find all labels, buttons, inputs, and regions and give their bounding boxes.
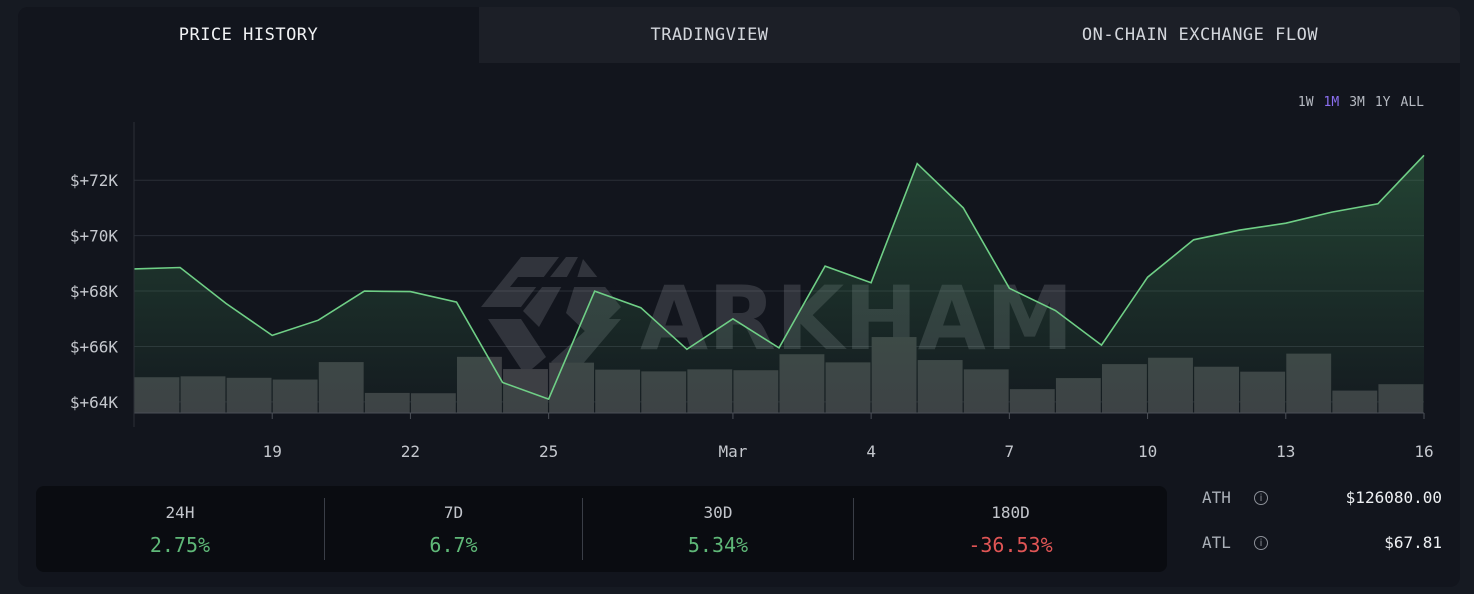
x-tick-label: 16: [1414, 442, 1433, 461]
stat-180d-value: -36.53%: [968, 533, 1053, 557]
ath-value: $126080.00: [1345, 488, 1442, 507]
stat-24h-label: 24H: [165, 503, 195, 522]
stat-24h-value: 2.75%: [149, 533, 211, 557]
stat-30d-value: 5.34%: [687, 533, 749, 557]
atl-value: $67.81: [1384, 533, 1442, 552]
price-panel: PRICE HISTORY TRADINGVIEW ON-CHAIN EXCHA…: [18, 7, 1460, 587]
x-tick-label: 4: [866, 442, 876, 461]
price-line: [133, 154, 1425, 401]
performance-stats: 24H 2.75% 7D 6.7% 30D 5.34% 180D -36.53%: [36, 486, 1167, 572]
stat-divider: [853, 498, 854, 560]
stat-24h: 24H 2.75%: [36, 486, 324, 572]
y-tick-label: $+66K: [70, 337, 119, 356]
x-tick-label: 7: [1005, 442, 1015, 461]
y-tick-label: $+72K: [70, 171, 119, 190]
stat-30d-label: 30D: [703, 503, 733, 522]
tab-price-history[interactable]: PRICE HISTORY: [18, 7, 479, 63]
stat-30d: 30D 5.34%: [583, 486, 853, 572]
tab-bar: PRICE HISTORY TRADINGVIEW ON-CHAIN EXCHA…: [18, 7, 1460, 63]
range-1y[interactable]: 1Y: [1374, 95, 1391, 110]
x-tick-label: 19: [263, 442, 282, 461]
stat-7d-value: 6.7%: [429, 533, 478, 557]
stat-divider: [324, 498, 325, 560]
stat-180d: 180D -36.53%: [854, 486, 1167, 572]
x-axis-ticks: 19 22 25 Mar 4 7 10 13 16: [263, 413, 1434, 461]
x-tick-label: 13: [1276, 442, 1295, 461]
stat-divider: [582, 498, 583, 560]
ath-label: ATH: [1202, 488, 1231, 507]
atl-row: ATL i $67.81: [1202, 533, 1442, 557]
tab-tradingview[interactable]: TRADINGVIEW: [479, 7, 940, 63]
x-tick-label: 22: [401, 442, 420, 461]
atl-label: ATL: [1202, 533, 1231, 552]
info-icon[interactable]: i: [1254, 536, 1268, 550]
range-1w[interactable]: 1W: [1297, 95, 1314, 110]
x-tick-label: Mar: [718, 442, 747, 461]
time-range-selector: 1W 1M 3M 1Y ALL: [1298, 95, 1424, 110]
info-icon[interactable]: i: [1254, 491, 1268, 505]
range-1m[interactable]: 1M: [1323, 95, 1340, 110]
y-tick-label: $+70K: [70, 227, 119, 246]
range-3m[interactable]: 3M: [1349, 95, 1365, 110]
price-area: [134, 155, 1424, 414]
x-tick-label: 25: [539, 442, 558, 461]
stat-7d: 7D 6.7%: [325, 486, 582, 572]
stat-7d-label: 7D: [443, 503, 464, 522]
stat-180d-label: 180D: [991, 503, 1030, 522]
y-axis-ticks: $+64K $+66K $+68K $+70K $+72K: [70, 171, 119, 412]
y-tick-label: $+68K: [70, 282, 119, 301]
ath-row: ATH i $126080.00: [1202, 488, 1442, 512]
tab-on-chain-exchange-flow[interactable]: ON-CHAIN EXCHANGE FLOW: [940, 7, 1460, 63]
x-tick-label: 10: [1138, 442, 1157, 461]
y-tick-label: $+64K: [70, 393, 119, 412]
range-all[interactable]: ALL: [1400, 95, 1424, 110]
price-chart: $+64K$+66K$+68K$+70K$+72K ARKHAM 192225M…: [70, 122, 1434, 461]
